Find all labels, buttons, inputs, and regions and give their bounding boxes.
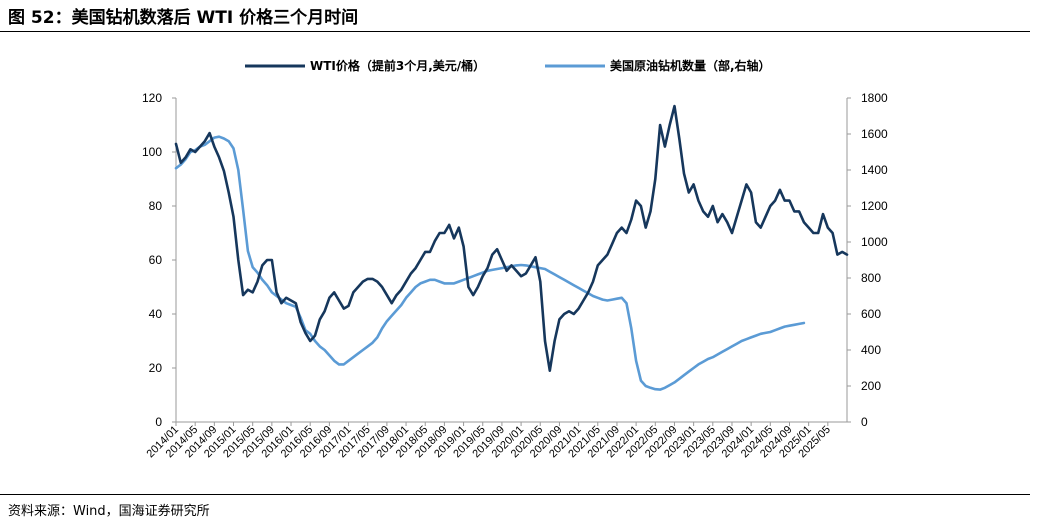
right-axis-tick-label: 1600 [861, 127, 888, 141]
left-axis-tick-label: 40 [149, 307, 163, 321]
right-axis-tick-label: 400 [861, 343, 881, 357]
source-note: 资料来源：Wind，国海证券研究所 [8, 504, 210, 519]
source-rule [0, 494, 1030, 495]
left-axis-tick-label: 120 [142, 91, 162, 105]
left-axis-tick-label: 100 [142, 145, 162, 159]
axes: 0204060801001200200400600800100012001400… [142, 91, 888, 460]
legend-rig-label: 美国原油钻机数量（部,右轴） [610, 58, 771, 73]
right-axis-tick-label: 600 [861, 307, 881, 321]
plot-area [174, 104, 849, 391]
right-axis-tick-label: 0 [861, 415, 868, 429]
right-axis-tick-label: 200 [861, 379, 881, 393]
legend: WTI价格（提前3个月,美元/桶） 美国原油钻机数量（部,右轴） [245, 58, 771, 73]
left-axis-tick-label: 0 [155, 415, 162, 429]
right-axis-tick-label: 1800 [861, 91, 888, 105]
legend-wti-label: WTI价格（提前3个月,美元/桶） [310, 58, 485, 73]
right-axis-tick-label: 1000 [861, 235, 888, 249]
left-axis-tick-label: 20 [149, 361, 163, 375]
right-axis-tick-label: 1200 [861, 199, 888, 213]
right-axis-tick-label: 800 [861, 271, 881, 285]
figure-title: 图 52：美国钻机数落后 WTI 价格三个月时间 [8, 8, 359, 28]
wti-price-line [174, 104, 849, 373]
left-axis-tick-label: 80 [149, 199, 163, 213]
title-rule [0, 31, 1030, 32]
chart: WTI价格（提前3个月,美元/桶） 美国原油钻机数量（部,右轴） 0 20 40 60… [142, 58, 888, 460]
right-axis-tick-label: 1400 [861, 163, 888, 177]
left-axis-tick-label: 60 [149, 253, 163, 267]
